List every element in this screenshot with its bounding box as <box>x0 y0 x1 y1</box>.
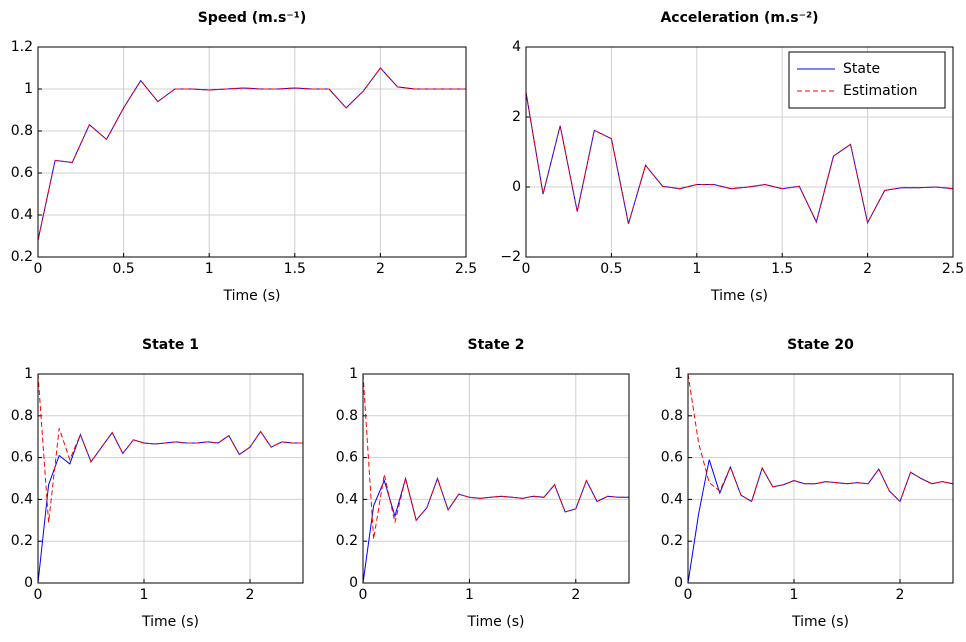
series-line <box>525 92 954 225</box>
subplot: State 2 0 0.2 0.4 0.6 0.8 1 0 1 2 Time (s) <box>336 337 630 630</box>
y-tick-label: 0.8 <box>11 408 33 424</box>
y-tick-label: 0 <box>512 179 521 195</box>
x-tick-label: 1 <box>140 587 149 603</box>
chart-title: Acceleration (m.s⁻²) <box>660 10 818 26</box>
series-line <box>37 373 303 523</box>
y-tick-label: −2 <box>500 249 521 265</box>
series-line <box>37 67 466 241</box>
y-tick-label: 0.8 <box>336 408 358 424</box>
legend-label: Estimation <box>843 83 918 99</box>
x-tick-label: 2 <box>246 587 255 603</box>
series-line <box>362 373 629 540</box>
y-tick-label: 1 <box>24 81 33 97</box>
y-tick-label: 4 <box>512 39 521 55</box>
y-tick-label: 0 <box>349 575 358 591</box>
x-tick-label: 1.5 <box>771 261 793 277</box>
plot-frame <box>37 373 304 584</box>
chart-title: State 1 <box>142 337 199 353</box>
y-tick-label: 0.4 <box>661 491 683 507</box>
y-tick-label: 0 <box>24 575 33 591</box>
series-line <box>687 459 954 584</box>
x-tick-label: 0 <box>34 587 43 603</box>
x-tick-label: 0 <box>522 261 531 277</box>
subplot: State 1 0 0.2 0.4 0.6 0.8 1 0 1 2 Time (s) <box>11 337 304 630</box>
x-axis-label: Time (s) <box>141 614 199 630</box>
y-tick-label: 0.2 <box>11 249 33 265</box>
x-tick-label: 1 <box>692 261 701 277</box>
y-tick-label: 0.2 <box>11 533 33 549</box>
y-tick-label: 2 <box>512 109 521 125</box>
x-tick-label: 1 <box>205 261 214 277</box>
chart-title: State 2 <box>467 337 524 353</box>
y-tick-label: 0.8 <box>11 123 33 139</box>
legend: State Estimation <box>788 51 946 109</box>
series-line <box>37 67 466 241</box>
y-tick-label: 1.2 <box>11 39 33 55</box>
y-tick-label: 1 <box>349 366 358 382</box>
x-axis-label: Time (s) <box>791 614 849 630</box>
series-line <box>37 430 303 584</box>
x-tick-label: 1.5 <box>284 261 306 277</box>
x-tick-label: 0 <box>34 261 43 277</box>
x-tick-label: 0 <box>684 587 693 603</box>
y-tick-label: 0.2 <box>336 533 358 549</box>
y-tick-label: 0.2 <box>661 533 683 549</box>
chart-title: State 20 <box>787 337 854 353</box>
legend-box <box>788 51 946 109</box>
y-tick-label: 0.6 <box>336 450 358 466</box>
subplot: Speed (m.s⁻¹) 0.2 0.4 0.6 0.8 1 1.2 0 0.5 1 1.5 2 2.… <box>11 10 477 304</box>
plot-frame <box>362 373 630 584</box>
y-tick-label: 1 <box>24 366 33 382</box>
x-tick-label: 0.5 <box>600 261 622 277</box>
y-tick-label: 0.4 <box>11 207 33 223</box>
y-tick-label: 0 <box>674 575 683 591</box>
x-axis-label: Time (s) <box>223 288 281 304</box>
y-tick-label: 0.8 <box>661 408 683 424</box>
x-tick-label: 2.5 <box>455 261 477 277</box>
x-tick-label: 1 <box>790 587 799 603</box>
y-tick-label: 0.4 <box>336 491 358 507</box>
legend-label: State <box>843 61 880 77</box>
plot-frame <box>37 46 467 258</box>
x-tick-label: 0.5 <box>112 261 134 277</box>
plot-frame <box>525 46 954 258</box>
plot-frame <box>687 373 954 584</box>
x-axis-label: Time (s) <box>710 288 768 304</box>
x-tick-label: 2.5 <box>942 261 964 277</box>
x-axis-label: Time (s) <box>467 614 525 630</box>
x-tick-label: 0 <box>359 587 368 603</box>
series-line <box>525 92 954 225</box>
x-tick-label: 1 <box>465 587 474 603</box>
y-tick-label: 1 <box>674 366 683 382</box>
x-tick-label: 2 <box>863 261 872 277</box>
chart-title: Speed (m.s⁻¹) <box>198 10 307 26</box>
x-tick-label: 2 <box>571 587 580 603</box>
y-tick-label: 0.6 <box>11 450 33 466</box>
x-tick-label: 2 <box>376 261 385 277</box>
x-tick-label: 2 <box>896 587 905 603</box>
y-tick-label: 0.6 <box>661 450 683 466</box>
subplot: State 20 0 0.2 0.4 0.6 0.8 1 0 1 2 Time (s) <box>661 337 954 630</box>
series-line <box>362 476 629 584</box>
y-tick-label: 0.4 <box>11 491 33 507</box>
series-line <box>687 373 954 503</box>
y-tick-label: 0.6 <box>11 165 33 181</box>
